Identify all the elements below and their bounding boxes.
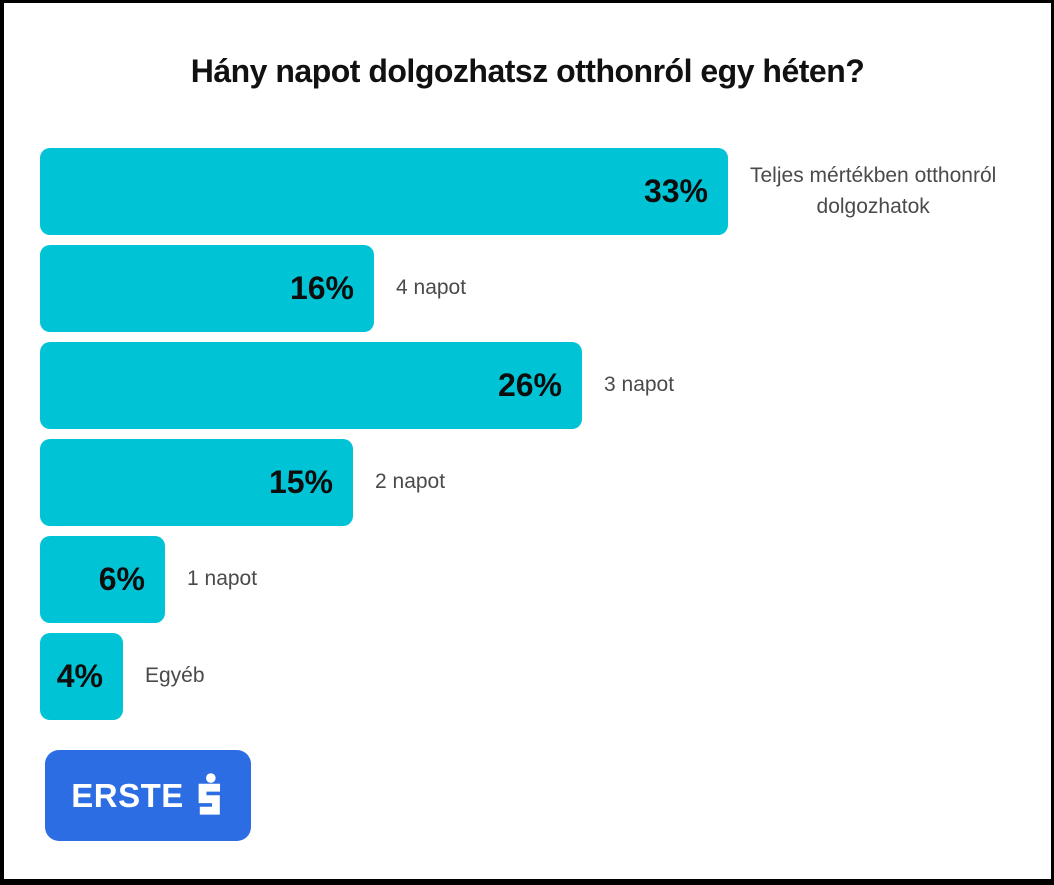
bar-category-label: 3 napot xyxy=(604,373,675,397)
bar-row: 15% 2 napot xyxy=(40,439,1041,526)
bar: 15% xyxy=(40,439,353,526)
bar-category-label: 2 napot xyxy=(375,470,446,494)
bar-row: 33% Teljes mértékben otthonról dolgozhato… xyxy=(40,148,1041,235)
bar: 6% xyxy=(40,536,165,623)
bar-value-label: 33% xyxy=(643,173,708,209)
chart-title: Hány napot dolgozhatsz otthonról egy hét… xyxy=(190,53,865,89)
bar-row: 6% 1 napot xyxy=(40,536,1041,623)
bar-value-label: 4% xyxy=(56,658,103,694)
bar: 16% xyxy=(40,245,374,332)
bar: 33% xyxy=(40,148,728,235)
bar-category-label: 4 napot xyxy=(396,276,467,300)
bar: 26% xyxy=(40,342,582,429)
bar-row: 4% Egyéb xyxy=(40,633,1041,720)
erste-logo: ERSTE xyxy=(45,750,251,841)
bar-value-label: 16% xyxy=(289,270,354,306)
bar-value-label: 26% xyxy=(497,367,562,403)
bar-chart: 33% Teljes mértékben otthonról dolgozhato… xyxy=(40,148,1041,730)
bar-category-label: 1 napot xyxy=(187,567,258,591)
bar: 4% xyxy=(40,633,123,720)
erste-logo-text: ERSTE xyxy=(71,776,184,814)
bar-value-label: 15% xyxy=(268,464,333,500)
erste-sparkasse-s-icon xyxy=(198,772,220,815)
bar-row: 26% 3 napot xyxy=(40,342,1041,429)
bar-category-label: Teljes mértékben otthonról dolgozhatok xyxy=(750,164,997,218)
bar-category-label: Egyéb xyxy=(145,664,205,688)
bar-value-label: 6% xyxy=(98,561,145,597)
bar-row: 16% 4 napot xyxy=(40,245,1041,332)
